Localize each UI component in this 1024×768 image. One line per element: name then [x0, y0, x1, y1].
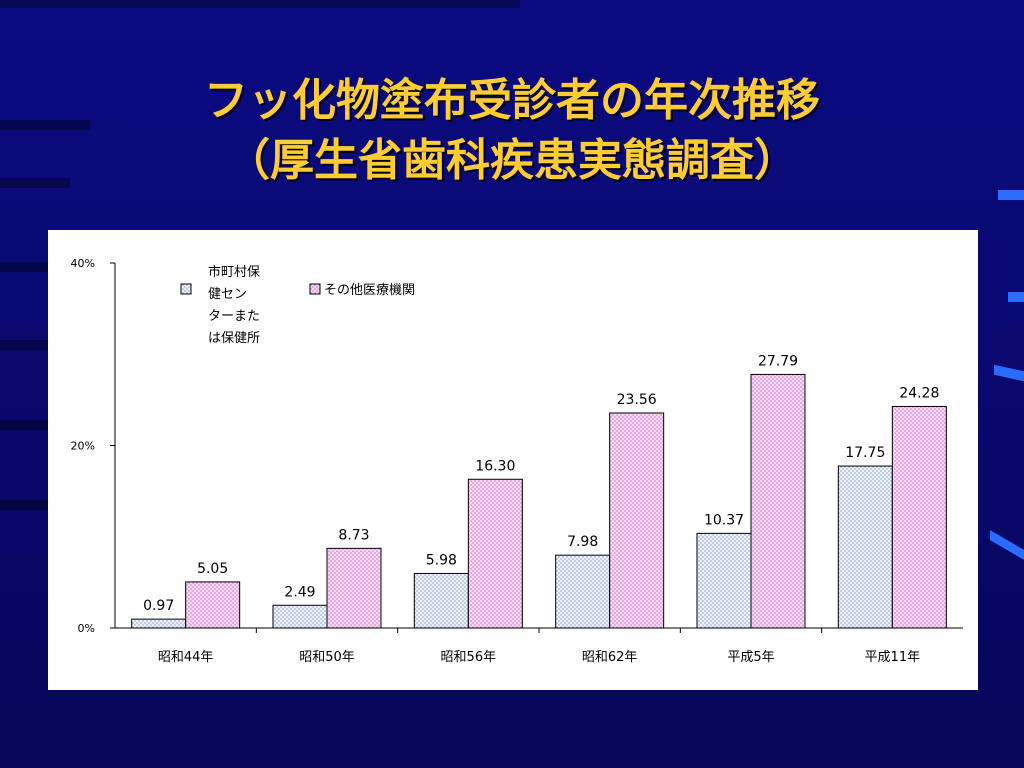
legend-swatch-series2 — [309, 283, 321, 295]
legend-swatch-series1 — [180, 283, 192, 295]
bar-series2 — [467, 478, 523, 629]
decor-dash — [990, 530, 1024, 560]
decor-dash — [1008, 292, 1024, 302]
x-tick-label: 昭和50年 — [299, 650, 355, 665]
bar-series1 — [272, 604, 328, 629]
data-label: 16.30 — [475, 458, 515, 474]
bar-series1 — [131, 618, 187, 629]
data-label: 5.05 — [197, 561, 228, 577]
data-label: 7.98 — [567, 534, 598, 550]
data-label: 27.79 — [758, 353, 798, 369]
data-label: 2.49 — [284, 584, 315, 600]
chart-panel: 0% 20% 40% 昭和44年 昭和50年 昭和56年 昭和62年 平成5年 平成11年 0.… — [48, 230, 978, 690]
bar-series1 — [696, 532, 752, 629]
y-tick-label: 40% — [71, 257, 95, 270]
legend-label-series1: 市町村保 — [208, 264, 260, 280]
data-label: 5.98 — [426, 552, 457, 568]
decor-dash — [998, 190, 1024, 200]
legend-label-series2: その他医療機関 — [324, 283, 415, 298]
bar-series2 — [750, 373, 806, 629]
bar-series1 — [555, 554, 611, 629]
decor-stripe — [0, 262, 48, 272]
decor-stripe — [0, 420, 48, 430]
data-label: 23.56 — [617, 392, 657, 408]
decor-stripe — [0, 0, 520, 8]
bar-chart: 0% 20% 40% 昭和44年 昭和50年 昭和56年 昭和62年 平成5年 平成11年 0.… — [71, 257, 963, 665]
data-label: 8.73 — [338, 527, 369, 543]
decor-stripe — [0, 178, 70, 188]
x-tick-label: 昭和44年 — [158, 650, 214, 665]
legend-label-series1: ターまた — [208, 309, 260, 324]
x-tick-label: 平成5年 — [727, 650, 774, 665]
slide-subtitle: （厚生省歯科疾患実態調査） — [226, 135, 798, 186]
x-tick-label: 平成11年 — [865, 650, 921, 665]
data-label: 17.75 — [845, 445, 885, 461]
data-label: 0.97 — [143, 598, 174, 614]
bar-series2 — [326, 547, 382, 629]
slide-title: フッ化物塗布受診者の年次推移 — [204, 75, 820, 126]
data-label: 10.37 — [704, 512, 744, 528]
decor-dash — [994, 364, 1024, 382]
decor-stripe — [0, 340, 48, 350]
x-tick-label: 昭和62年 — [582, 650, 638, 665]
decor-stripe — [0, 120, 90, 130]
legend-label-series1: 健セン — [208, 287, 247, 302]
x-tick-label: 昭和56年 — [441, 650, 497, 665]
decor-stripe — [0, 500, 48, 510]
y-tick-label: 20% — [71, 440, 95, 453]
y-tick-label: 0% — [78, 622, 95, 635]
data-label: 24.28 — [899, 385, 939, 401]
bar-series1 — [413, 572, 469, 629]
bar-series2 — [609, 412, 665, 629]
bar-series2 — [185, 581, 241, 629]
bar-series2 — [891, 405, 947, 629]
bar-series1 — [837, 465, 893, 629]
legend-label-series1: は保健所 — [208, 331, 260, 346]
